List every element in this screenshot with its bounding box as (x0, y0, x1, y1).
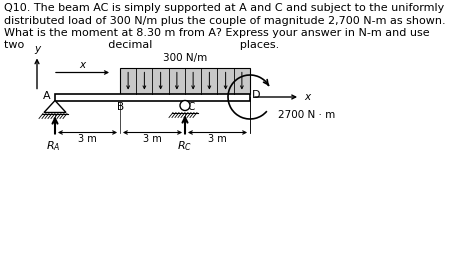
Text: What is the moment at 8.30 m from A? Express your answer in N-m and use: What is the moment at 8.30 m from A? Exp… (4, 28, 429, 38)
Text: Q10. The beam AC is simply supported at A and C and subject to the uniformly: Q10. The beam AC is simply supported at … (4, 3, 444, 13)
Circle shape (180, 100, 190, 111)
Text: distributed load of 300 N/m plus the couple of magnitude 2,700 N-m as shown.: distributed load of 300 N/m plus the cou… (4, 15, 446, 26)
Text: D: D (252, 90, 261, 100)
Text: 3 m: 3 m (78, 135, 97, 144)
Text: 2700 N · m: 2700 N · m (278, 110, 335, 120)
Text: B: B (118, 103, 125, 112)
Text: 3 m: 3 m (208, 135, 227, 144)
Text: x: x (80, 60, 86, 69)
Text: 3 m: 3 m (143, 135, 162, 144)
Text: $R_C$: $R_C$ (177, 139, 192, 153)
Text: two                        decimal                         places.: two decimal places. (4, 41, 279, 50)
Text: A: A (44, 91, 51, 101)
Text: x: x (304, 92, 310, 102)
Polygon shape (44, 100, 66, 112)
Bar (120, 68, 250, 93)
Text: y: y (34, 44, 40, 53)
Text: C: C (187, 103, 194, 112)
Text: 300 N/m: 300 N/m (163, 53, 207, 64)
Text: $R_A$: $R_A$ (46, 139, 60, 153)
Bar (55, 93, 250, 100)
